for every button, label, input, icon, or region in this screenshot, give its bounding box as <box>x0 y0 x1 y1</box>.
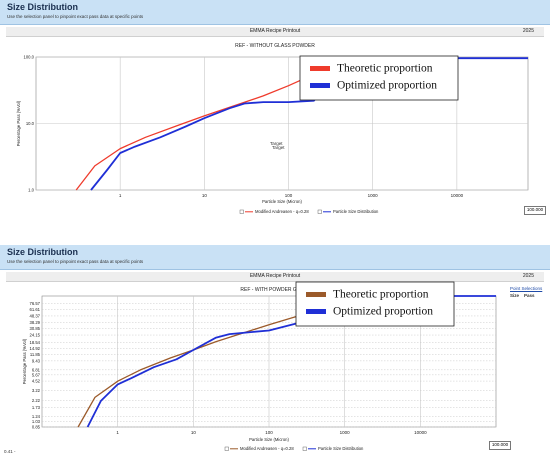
annotation-label: Target <box>270 141 283 146</box>
x-tick-label: 10000 <box>414 430 427 435</box>
bottom-legend-label: Modified Andreasen - q=0.28 <box>240 446 294 451</box>
x-tick-label: 10000 <box>451 193 464 198</box>
series-line-theoretic <box>75 56 348 191</box>
legend-box <box>295 281 455 327</box>
size-distribution-panel-bottom: Size Distribution Use the selection pane… <box>0 245 550 459</box>
x-tick-label: 100 <box>285 193 293 198</box>
legend-checkbox <box>239 209 244 214</box>
scale-value-field[interactable]: 100.000 <box>489 441 511 450</box>
legend-checkbox <box>302 446 307 451</box>
legend-label: Theoretic proportion <box>337 63 433 75</box>
chart-title: REF - WITH POWDER GLASS <box>240 287 310 293</box>
x-tick-label: 10 <box>202 193 208 198</box>
recipe-title: EMMA Recipe Printout <box>249 28 301 34</box>
panel-title: Size Distribution <box>7 247 79 257</box>
recipe-bar: EMMA Recipe Printout 2025 <box>6 272 544 282</box>
x-tick-label: 1 <box>116 430 119 435</box>
panel-header: Size Distribution Use the selection pane… <box>0 0 550 25</box>
x-tick-label: 1000 <box>340 430 351 435</box>
scale-value-field[interactable]: 100.000 <box>524 206 546 215</box>
y-tick-label: 1.0 <box>28 188 34 193</box>
y-tick-label: 2.22 <box>32 398 41 403</box>
legend-label: Optimized proportion <box>337 80 437 92</box>
y-tick-label: 1.73 <box>32 405 41 410</box>
legend-label: Theoretic proportion <box>333 289 429 301</box>
legend-swatch <box>306 292 326 297</box>
y-tick-label: 11.85 <box>30 352 41 357</box>
pass-column-header: Pass <box>524 293 535 298</box>
x-tick-label: 1000 <box>368 193 379 198</box>
x-tick-label: 10 <box>191 430 197 435</box>
bottom-legend-label: Modified Andreasen - q=0.28 <box>255 209 309 214</box>
legend-checkbox <box>224 446 229 451</box>
y-tick-label: 3.22 <box>32 388 41 393</box>
legend-checkbox <box>317 209 322 214</box>
y-tick-label: 18.54 <box>30 340 41 345</box>
recipe-title: EMMA Recipe Printout <box>249 273 301 279</box>
y-tick-label: 100.0 <box>24 55 35 60</box>
recipe-year: 2025 <box>522 28 534 34</box>
legend-swatch <box>306 309 326 314</box>
panel-title: Size Distribution <box>7 2 79 12</box>
y-tick-label: 30.85 <box>30 326 41 331</box>
y-tick-label: 0.85 <box>32 425 41 430</box>
y-tick-label: 5.67 <box>32 372 41 377</box>
size-distribution-chart-top[interactable]: 1 10 100 1000 10000 1.0 10.0 100.0 Particle Size… <box>0 0 550 226</box>
y-tick-label: 76.57 <box>30 301 41 306</box>
y-tick-label: 9.43 <box>32 358 41 363</box>
y-axis-label: Percentage Pass (%Vol) <box>22 338 27 384</box>
point-selections-panel: Point Selections Size Pass <box>510 286 542 298</box>
point-selections-link[interactable]: Point Selections <box>510 286 543 291</box>
size-distribution-panel-top: Size Distribution Use the selection pane… <box>0 0 550 226</box>
chart-title: REF - WITHOUT GLASS POWDER <box>235 43 315 49</box>
recipe-bar: EMMA Recipe Printout 2025 <box>6 27 544 37</box>
legend-box <box>299 55 459 101</box>
y-tick-label: 4.52 <box>32 379 41 384</box>
size-column-header: Size <box>510 293 520 298</box>
bottom-legend-label: Particle Size Distribution <box>333 209 379 214</box>
y-tick-label: 6.81 <box>32 367 41 372</box>
y-tick-label: 38.29 <box>30 320 41 325</box>
size-distribution-chart-bottom[interactable]: 1 10 100 1000 10000 0.851.031.24 1.73 2.22 3.22 4… <box>0 245 550 459</box>
x-tick-label: 1 <box>119 193 122 198</box>
x-axis-label: Particle Size (Micron) <box>262 199 302 204</box>
y-tick-label: 48.37 <box>30 313 41 318</box>
legend-swatch <box>310 66 330 71</box>
y-tick-label: 24.15 <box>30 333 41 338</box>
recipe-year: 2025 <box>522 273 534 279</box>
legend-label: Optimized proportion <box>333 306 433 318</box>
y-tick-label: 10.0 <box>26 121 35 126</box>
bottom-legend-label: Particle Size Distribution <box>318 446 364 451</box>
y-tick-label: 14.92 <box>30 346 41 351</box>
legend-swatch <box>310 83 330 88</box>
y-tick-label: 1.03 <box>32 419 41 424</box>
x-tick-label: 100 <box>265 430 273 435</box>
annotation-label: Target <box>272 145 285 150</box>
panel-header: Size Distribution Use the selection pane… <box>0 245 550 270</box>
x-axis-label: Particle Size (Micron) <box>249 437 289 442</box>
y-tick-label: 61.61 <box>30 307 41 312</box>
footer-value: 0.41 - <box>4 449 16 454</box>
panel-subtitle: Use the selection panel to pinpoint exac… <box>7 259 144 264</box>
panel-subtitle: Use the selection panel to pinpoint exac… <box>7 14 144 19</box>
y-tick-label: 1.24 <box>32 414 41 419</box>
y-axis-label: Percentage Pass (%Vol) <box>16 100 21 146</box>
